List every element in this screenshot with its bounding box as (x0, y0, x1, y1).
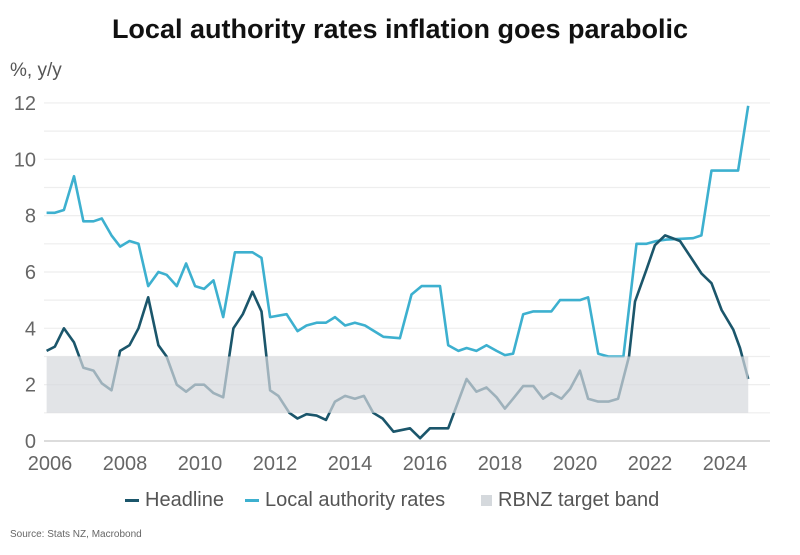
x-tick-label: 2024 (703, 453, 748, 475)
legend: Headline Local authority rates RBNZ targ… (0, 489, 800, 515)
x-tick-label: 2012 (253, 453, 298, 475)
series-line-headline (46, 234, 750, 440)
series-line-local-authority-rates (46, 105, 750, 358)
legend-swatch-target-band (481, 495, 492, 506)
y-tick-label: 6 (25, 262, 36, 284)
x-tick-label: 2020 (553, 453, 598, 475)
legend-label-local-authority-rates: Local authority rates (265, 489, 446, 511)
legend-swatch-local-authority-rates (245, 499, 259, 502)
x-tick-label: 2006 (28, 453, 73, 475)
legend-item-headline: Headline (125, 489, 224, 512)
chart-title: Local authority rates inflation goes par… (111, 14, 689, 44)
y-tick-label: 8 (25, 206, 36, 228)
y-axis-unit-label: %, y/y (10, 60, 62, 81)
source-note: Source: Stats NZ, Macrobond (10, 529, 142, 540)
target-band (46, 356, 749, 413)
legend-label-target-band: RBNZ target band (498, 489, 660, 511)
legend-item-target-band: RBNZ target band (481, 489, 659, 512)
legend-item-local-authority-rates: Local authority rates (245, 489, 445, 512)
x-tick-label: 2010 (178, 453, 223, 475)
x-tick-label: 2018 (478, 453, 523, 475)
x-tick-label: 2008 (103, 453, 148, 475)
y-tick-label: 4 (25, 318, 36, 340)
y-tick-label: 10 (14, 149, 36, 171)
y-tick-label: 12 (14, 93, 36, 115)
legend-label-headline: Headline (145, 489, 224, 511)
x-tick-label: 2016 (403, 453, 448, 475)
x-tick-label: 2022 (628, 453, 673, 475)
y-tick-label: 0 (25, 431, 36, 453)
legend-swatch-headline (125, 499, 139, 502)
y-tick-label: 2 (25, 375, 36, 397)
x-tick-label: 2014 (328, 453, 373, 475)
